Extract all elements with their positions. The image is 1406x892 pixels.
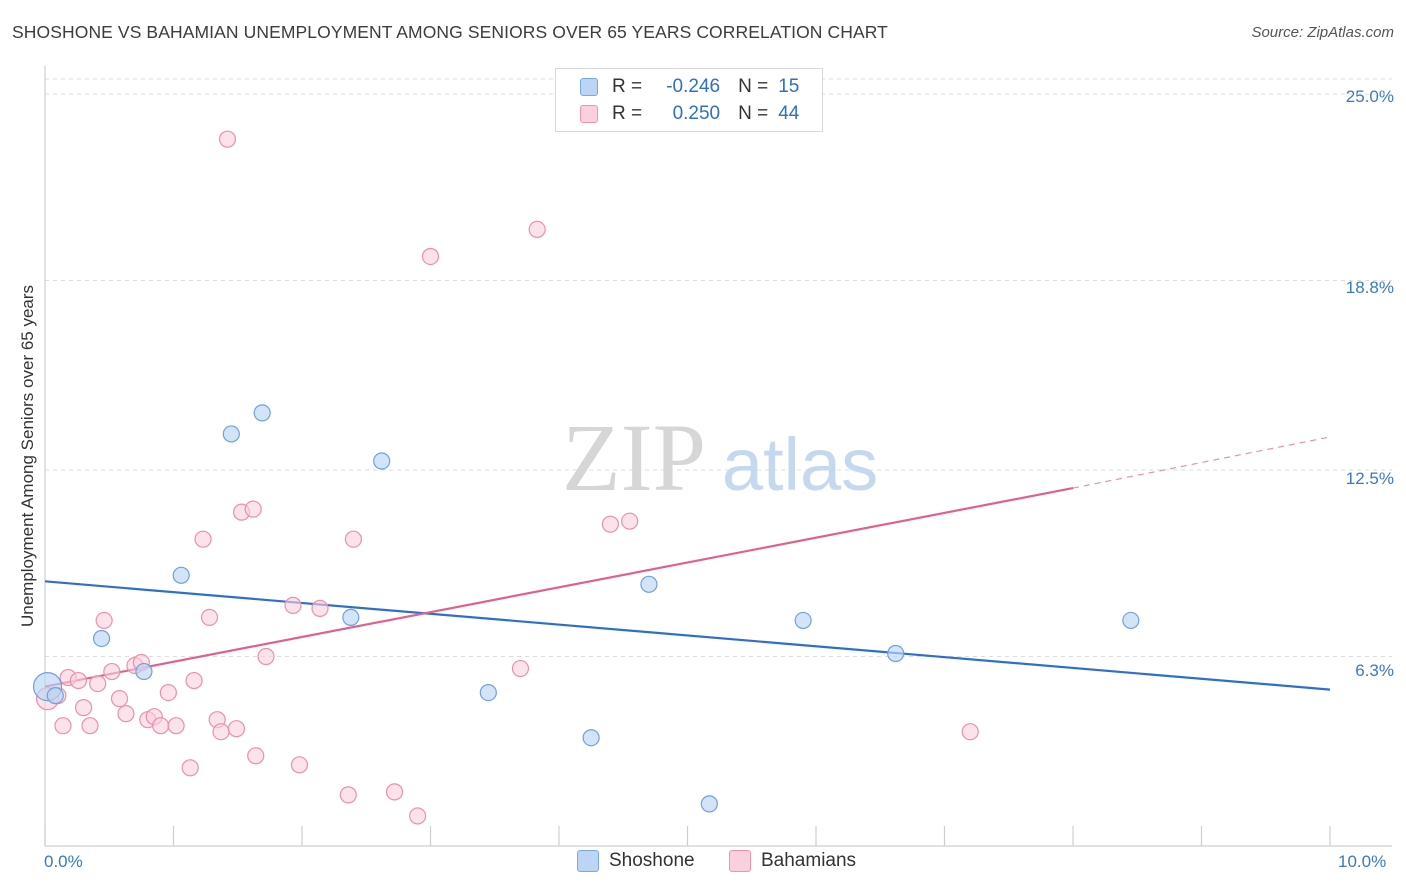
- r-value: 0.250: [672, 103, 721, 124]
- bahamians-point: [409, 807, 427, 825]
- shoshone-point: [582, 729, 600, 747]
- x-tick-label: 10.0%: [1338, 852, 1387, 871]
- bahamians-point: [212, 723, 230, 741]
- y-tick-label: 18.8%: [1345, 278, 1394, 297]
- bahamians-point: [152, 717, 170, 735]
- bahamians-point: [181, 759, 199, 777]
- watermark: ZIP atlas: [562, 404, 878, 511]
- y-tick-label: 6.3%: [1355, 661, 1394, 680]
- trend-lines: [44, 436, 1331, 691]
- shoshone-point: [342, 608, 360, 627]
- bahamians-point: [311, 599, 329, 617]
- bahamians-swatch: [729, 850, 751, 872]
- stats-legend: R = -0.246 N = 15 R = 0.250 N = 44: [555, 68, 823, 132]
- source-label: Source: ZipAtlas.com: [1251, 24, 1394, 41]
- bahamians-point: [385, 783, 404, 801]
- watermark-atlas: atlas: [722, 423, 878, 506]
- bahamians-point: [110, 690, 129, 708]
- shoshone-point: [1122, 611, 1140, 630]
- bahamians-trend-extension: [1072, 436, 1331, 489]
- bahamians-point: [95, 611, 113, 630]
- axes: [44, 66, 1392, 847]
- bahamians-point: [339, 786, 357, 804]
- bahamians-point: [200, 608, 219, 627]
- bahamians-point: [344, 530, 362, 548]
- y-tick-label: 25.0%: [1345, 87, 1394, 106]
- shoshone-point: [135, 662, 153, 681]
- bahamians-point: [74, 699, 93, 717]
- bahamians-point: [227, 720, 246, 738]
- n-label: N =: [738, 103, 769, 124]
- bahamians-point: [244, 500, 262, 518]
- bahamians-point: [257, 647, 275, 666]
- bahamians-point: [961, 723, 979, 741]
- bahamians-point: [194, 530, 212, 548]
- r-label: R =: [612, 76, 643, 97]
- data-points: [32, 130, 1140, 825]
- bahamians-point: [89, 674, 107, 693]
- shoshone-point: [92, 629, 111, 648]
- chart-title: SHOSHONE VS BAHAMIAN UNEMPLOYMENT AMONG …: [12, 22, 888, 42]
- shoshone-point: [253, 404, 271, 422]
- gridlines: [45, 78, 1392, 658]
- bahamians-point: [247, 747, 265, 765]
- shoshone-point: [794, 611, 812, 630]
- shoshone-point: [887, 644, 905, 663]
- bahamians-point: [54, 717, 72, 735]
- legend-bahamians: Bahamians: [729, 850, 856, 872]
- bahamians-point: [159, 684, 177, 702]
- shoshone-point: [172, 566, 190, 584]
- bahamians-point: [167, 717, 185, 735]
- legend-row-shoshone: R = -0.246 N = 15: [580, 75, 799, 99]
- bahamians-point: [117, 705, 135, 723]
- shoshone-swatch: [577, 850, 599, 872]
- legend-shoshone: Shoshone: [577, 850, 695, 872]
- legend-row-bahamians: R = 0.250 N = 44: [580, 102, 799, 126]
- shoshone-point: [222, 425, 240, 443]
- bahamians-point: [290, 756, 309, 774]
- shoshone-point: [373, 452, 391, 470]
- n-value: 15: [778, 76, 800, 97]
- watermark-zip: ZIP: [562, 404, 706, 511]
- shoshone-point: [700, 795, 718, 813]
- bahamians-point: [185, 671, 203, 690]
- r-label: R =: [612, 103, 643, 124]
- bahamians-point: [284, 596, 302, 614]
- shoshone-swatch: [580, 78, 598, 96]
- legend-shoshone-label: Shoshone: [609, 850, 695, 871]
- x-tick-label: 0.0%: [44, 852, 83, 871]
- bahamians-point: [69, 671, 88, 690]
- bahamians-point: [421, 247, 440, 266]
- shoshone-point: [640, 575, 658, 593]
- legend-bahamians-label: Bahamians: [761, 850, 857, 871]
- bahamians-point: [528, 220, 546, 239]
- shoshone-trend-line: [44, 580, 1331, 691]
- shoshone-point: [479, 684, 497, 702]
- n-value: 44: [778, 103, 800, 124]
- bahamians-point: [511, 659, 530, 678]
- n-label: N =: [738, 76, 769, 97]
- bahamians-swatch: [580, 105, 598, 123]
- bahamians-trend-line: [44, 486, 1074, 688]
- bahamians-point: [103, 662, 121, 681]
- bahamians-point: [81, 717, 99, 735]
- r-value: -0.246: [666, 76, 721, 97]
- bahamians-point: [621, 512, 639, 530]
- bahamians-point: [218, 130, 237, 148]
- bahamians-point: [601, 515, 620, 533]
- y-tick-label: 12.5%: [1345, 469, 1394, 488]
- shoshone-point: [46, 687, 64, 705]
